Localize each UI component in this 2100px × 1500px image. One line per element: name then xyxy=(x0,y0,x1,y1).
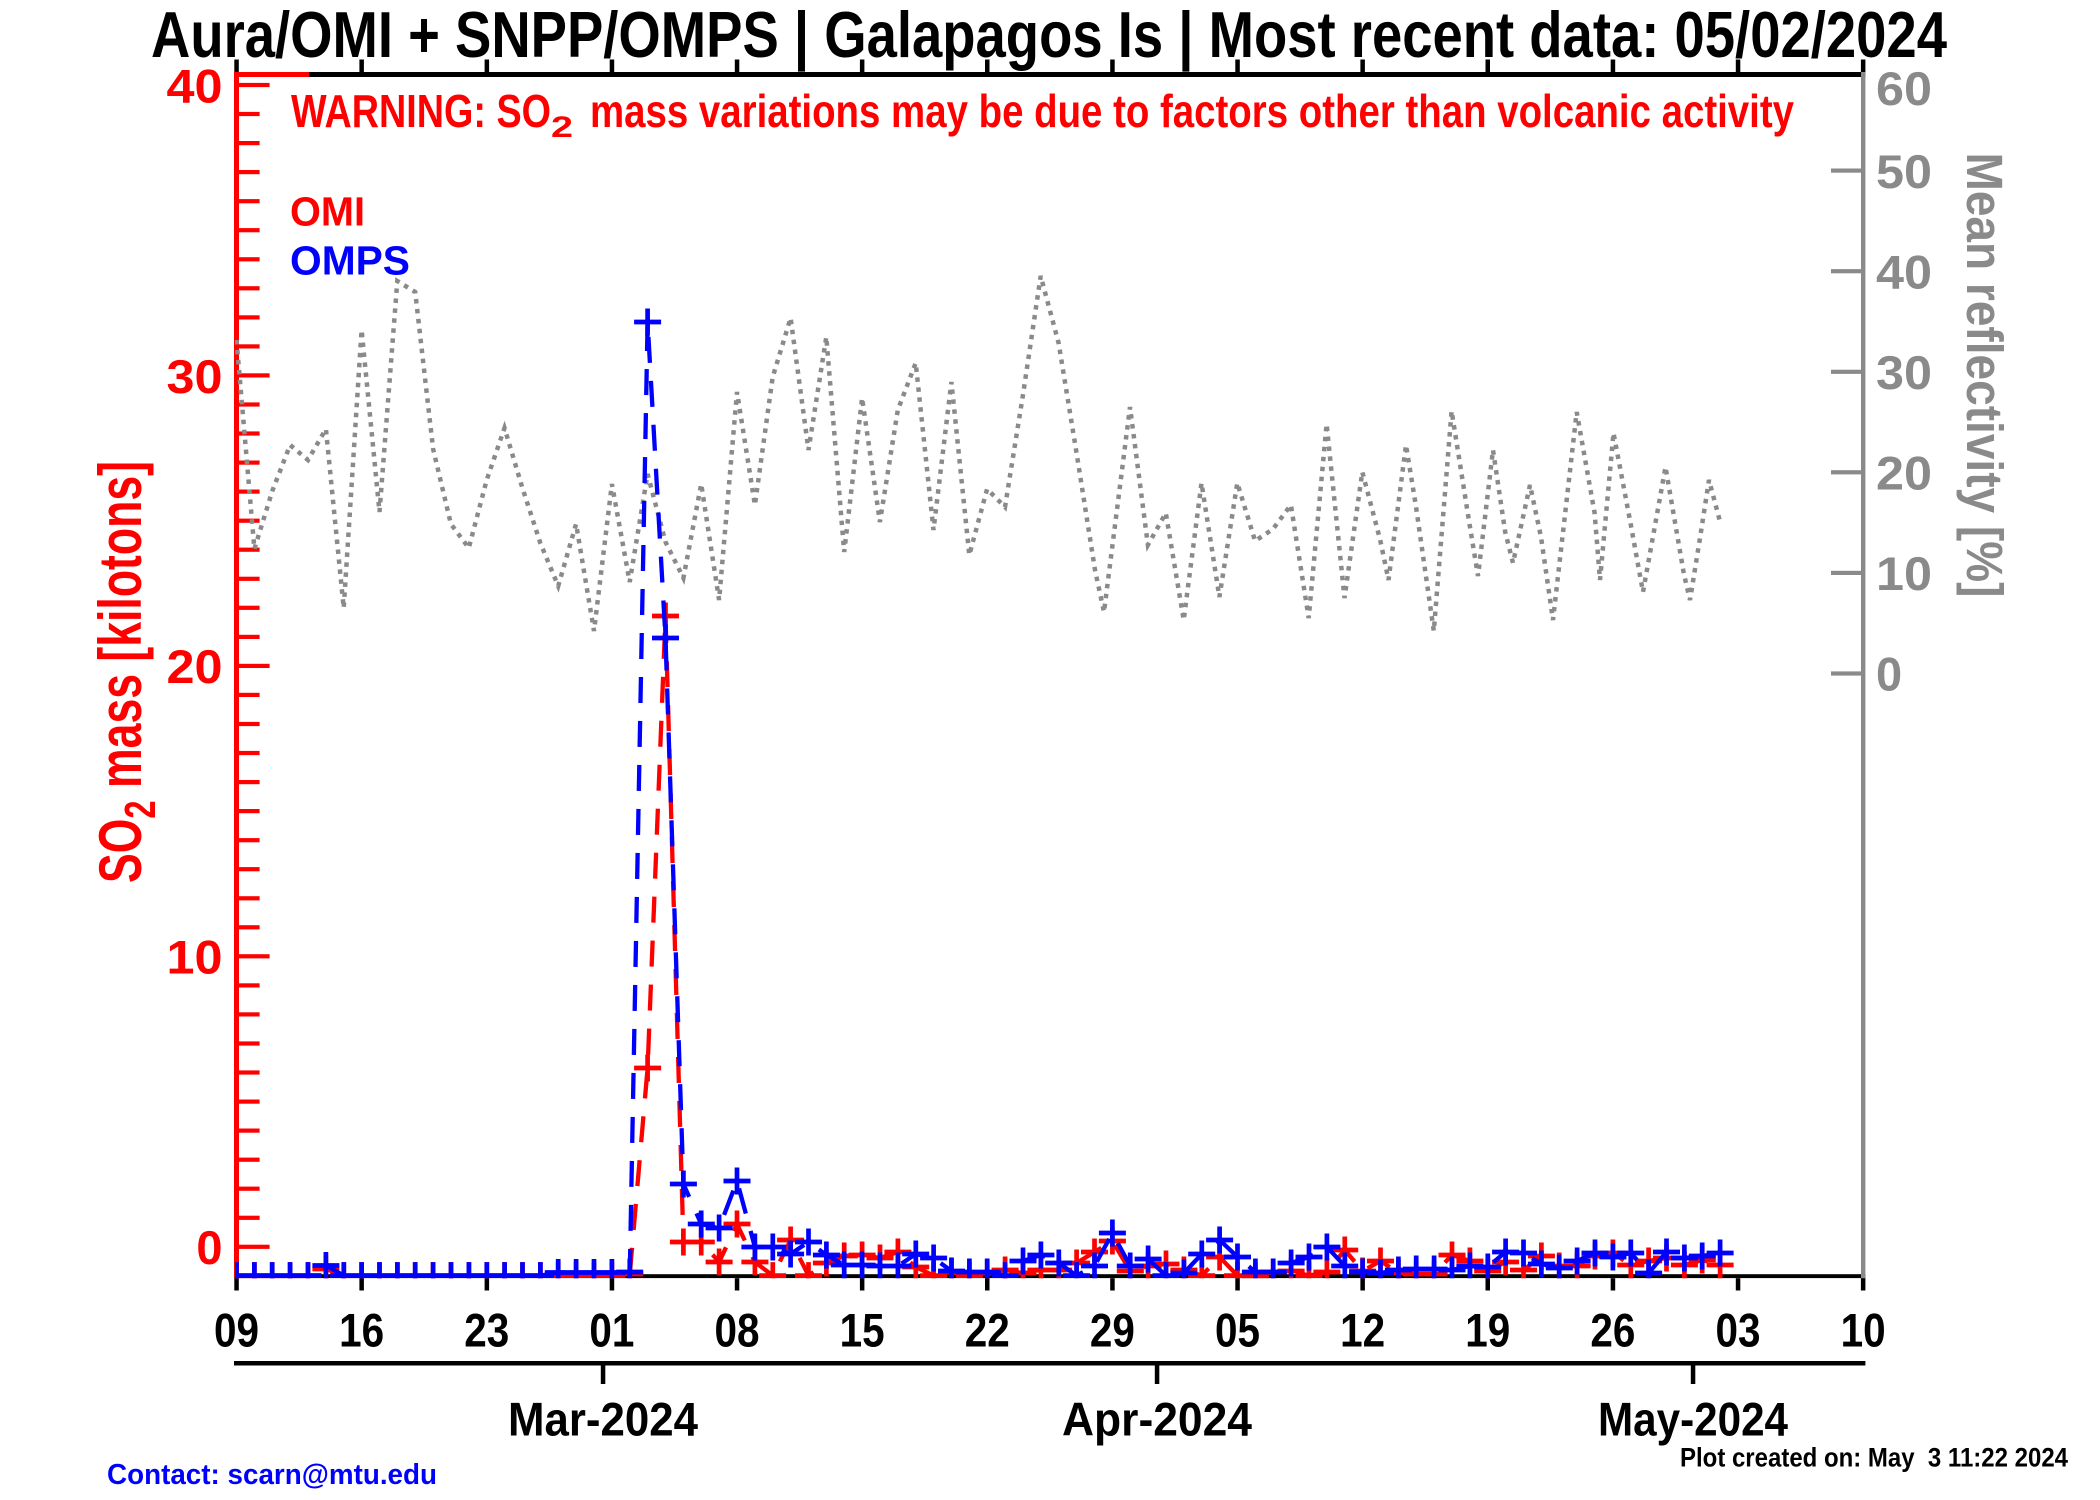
svg-text:Contact: scarn@mtu.edu: Contact: scarn@mtu.edu xyxy=(107,1459,437,1491)
svg-text:23: 23 xyxy=(464,1303,509,1356)
svg-text:20: 20 xyxy=(1876,446,1932,499)
svg-text:0: 0 xyxy=(1876,648,1902,701)
svg-text:10: 10 xyxy=(1876,547,1932,600)
svg-text:15: 15 xyxy=(840,1303,885,1356)
svg-text:10: 10 xyxy=(1841,1303,1886,1356)
svg-text:22: 22 xyxy=(965,1303,1010,1356)
svg-text:26: 26 xyxy=(1590,1303,1635,1356)
svg-text:19: 19 xyxy=(1465,1303,1510,1356)
svg-text:2: 2 xyxy=(551,111,573,144)
svg-text:50: 50 xyxy=(1876,145,1932,198)
svg-text:OMPS: OMPS xyxy=(290,238,410,284)
svg-text:Aura/OMI + SNPP/OMPS | Galapag: Aura/OMI + SNPP/OMPS | Galapagos Is | Mo… xyxy=(151,0,1947,72)
svg-text:29: 29 xyxy=(1090,1303,1135,1356)
svg-text:08: 08 xyxy=(715,1303,760,1356)
svg-text:20: 20 xyxy=(167,640,223,693)
svg-text:01: 01 xyxy=(589,1303,634,1356)
svg-text:03: 03 xyxy=(1716,1303,1761,1356)
svg-text:16: 16 xyxy=(339,1303,384,1356)
svg-text:Apr-2024: Apr-2024 xyxy=(1062,1392,1252,1445)
svg-text:0: 0 xyxy=(196,1221,222,1274)
svg-text:10: 10 xyxy=(167,931,223,984)
svg-text:05: 05 xyxy=(1215,1303,1260,1356)
svg-text:May-2024: May-2024 xyxy=(1598,1392,1788,1445)
svg-text:30: 30 xyxy=(167,350,223,403)
svg-text:09: 09 xyxy=(214,1303,259,1356)
svg-text:60: 60 xyxy=(1876,62,1932,115)
svg-text:SO2 mass [kilotons]: SO2 mass [kilotons] xyxy=(87,461,165,883)
svg-text:30: 30 xyxy=(1876,346,1932,399)
svg-text:40: 40 xyxy=(167,59,223,112)
svg-text:WARNING: SO: WARNING: SO xyxy=(291,85,551,137)
svg-text:Plot created on: May 3 11:22: Plot created on: May 3 11:22 2024 xyxy=(1680,1443,2068,1473)
svg-text:12: 12 xyxy=(1340,1303,1385,1356)
svg-text:40: 40 xyxy=(1876,245,1932,298)
svg-text:Mar-2024: Mar-2024 xyxy=(508,1392,698,1445)
svg-text:mass variations may be due to: mass variations may be due to factors ot… xyxy=(590,85,1794,137)
svg-text:OMI: OMI xyxy=(290,189,365,235)
svg-text:Mean reflectivity [%]: Mean reflectivity [%] xyxy=(1956,153,2013,598)
